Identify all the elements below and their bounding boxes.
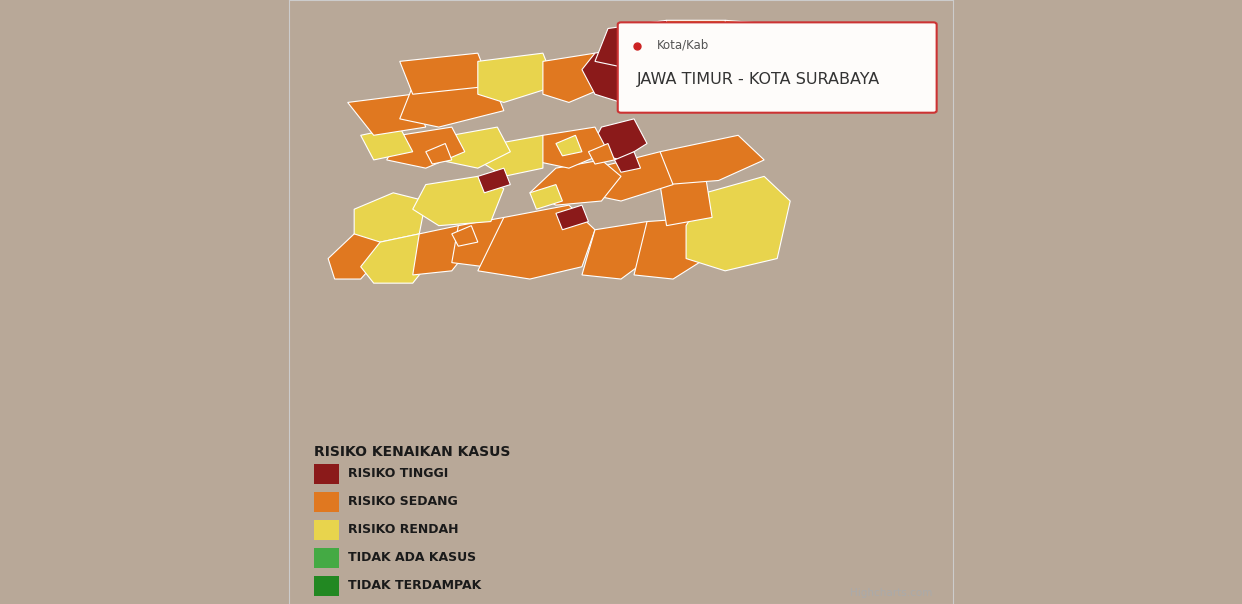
Polygon shape (478, 135, 543, 176)
Polygon shape (412, 226, 471, 275)
Text: RISIKO KENAIKAN KASUS: RISIKO KENAIKAN KASUS (314, 445, 510, 458)
Polygon shape (400, 53, 491, 94)
Polygon shape (595, 21, 673, 69)
Polygon shape (478, 205, 595, 279)
Text: RISIKO RENDAH: RISIKO RENDAH (349, 523, 460, 536)
Polygon shape (556, 135, 582, 156)
Polygon shape (386, 127, 465, 168)
Polygon shape (543, 53, 609, 103)
Text: RISIKO TINGGI: RISIKO TINGGI (349, 467, 448, 480)
Polygon shape (530, 160, 621, 205)
Polygon shape (400, 78, 504, 127)
Polygon shape (438, 127, 510, 168)
Polygon shape (686, 176, 790, 271)
Polygon shape (582, 45, 647, 103)
Polygon shape (530, 185, 563, 209)
Polygon shape (660, 135, 764, 185)
Text: Kota/Kab: Kota/Kab (657, 39, 709, 51)
Text: TIDAK TERDAMPAK: TIDAK TERDAMPAK (349, 579, 482, 593)
Polygon shape (452, 217, 517, 267)
Text: TIDAK ADA KASUS: TIDAK ADA KASUS (349, 551, 477, 564)
Polygon shape (589, 144, 615, 164)
Polygon shape (348, 94, 426, 135)
Polygon shape (615, 152, 641, 172)
Polygon shape (725, 21, 777, 53)
Text: Highcharts.com: Highcharts.com (851, 588, 933, 598)
Polygon shape (328, 226, 386, 279)
Polygon shape (667, 21, 732, 62)
FancyBboxPatch shape (314, 576, 339, 596)
Polygon shape (777, 24, 868, 62)
Text: JAWA TIMUR - KOTA SURABAYA: JAWA TIMUR - KOTA SURABAYA (637, 72, 881, 88)
Polygon shape (660, 176, 712, 226)
Polygon shape (452, 226, 478, 246)
Polygon shape (582, 222, 660, 279)
Polygon shape (360, 234, 438, 283)
Polygon shape (360, 127, 412, 160)
FancyBboxPatch shape (314, 548, 339, 568)
Polygon shape (478, 168, 510, 193)
FancyBboxPatch shape (314, 492, 339, 512)
FancyBboxPatch shape (617, 22, 936, 113)
Polygon shape (354, 193, 426, 242)
FancyBboxPatch shape (314, 464, 339, 483)
Polygon shape (589, 119, 647, 160)
Polygon shape (582, 152, 673, 201)
Polygon shape (556, 205, 589, 230)
Polygon shape (412, 176, 504, 226)
FancyBboxPatch shape (314, 519, 339, 540)
Text: RISIKO SEDANG: RISIKO SEDANG (349, 495, 458, 508)
Polygon shape (426, 144, 452, 164)
Polygon shape (633, 217, 719, 279)
Polygon shape (530, 127, 609, 168)
Polygon shape (478, 53, 556, 103)
